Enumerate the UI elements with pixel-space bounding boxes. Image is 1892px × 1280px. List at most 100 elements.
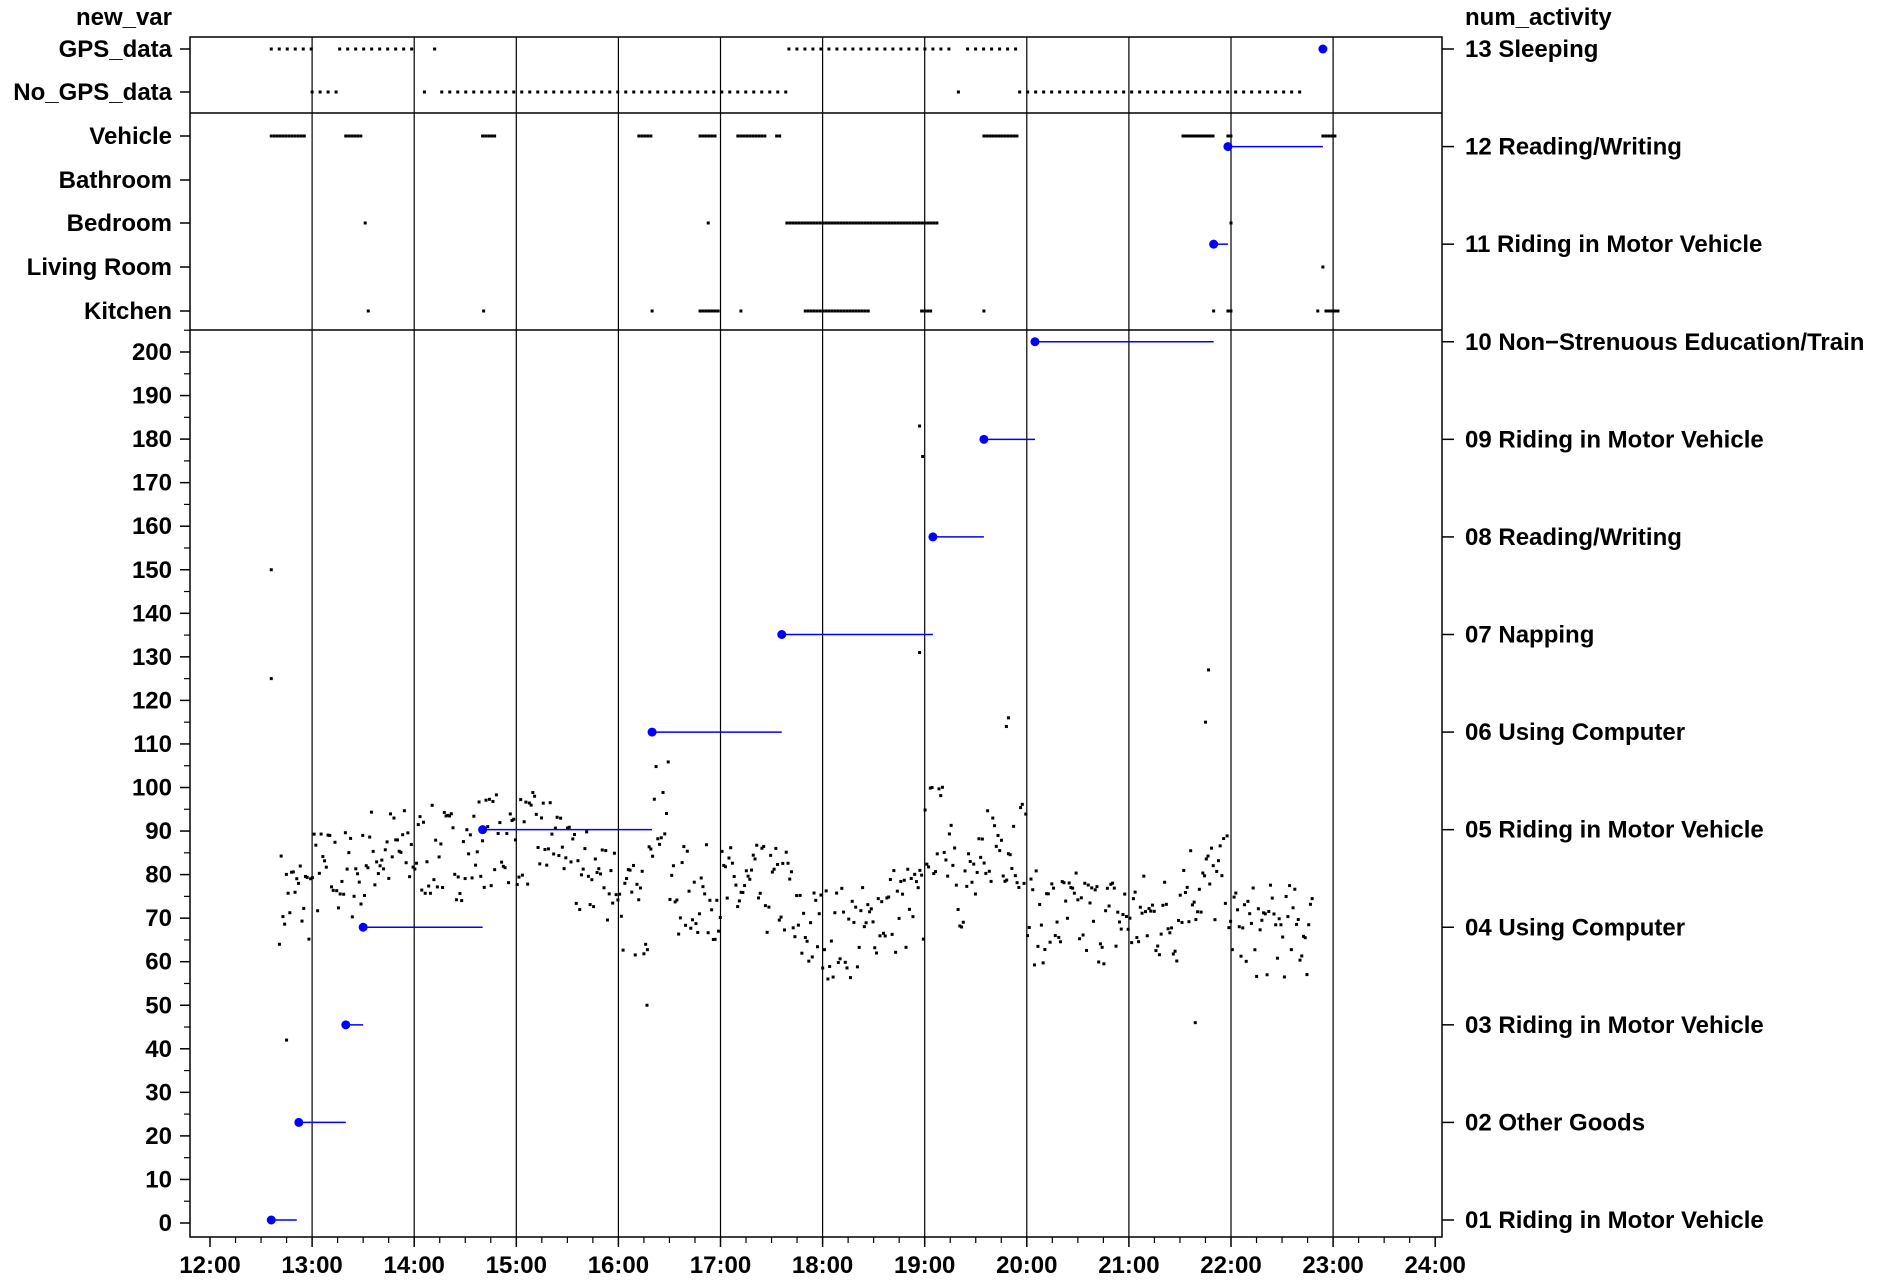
value-point <box>338 892 342 896</box>
activity-start-point <box>266 1215 276 1225</box>
x-tick-label: 24:00 <box>1405 1252 1466 1279</box>
category-mark <box>302 134 306 138</box>
category-mark <box>632 90 636 94</box>
x-tick-label: 14:00 <box>384 1252 445 1279</box>
y-tick-label: 170 <box>132 470 172 497</box>
category-mark <box>896 221 900 225</box>
value-point <box>1232 895 1236 899</box>
value-point <box>1194 918 1198 922</box>
value-point <box>1251 886 1255 890</box>
category-mark <box>1190 134 1194 138</box>
value-point <box>571 837 575 841</box>
category-mark <box>1274 90 1278 94</box>
value-point <box>291 870 295 874</box>
value-point <box>880 900 884 904</box>
category-mark <box>496 90 500 94</box>
category-mark <box>1066 90 1070 94</box>
category-mark <box>528 90 532 94</box>
category-mark <box>809 221 813 225</box>
value-point <box>1093 888 1097 892</box>
category-mark <box>1042 90 1046 94</box>
value-point <box>777 918 781 922</box>
value-point <box>805 939 809 943</box>
value-point <box>1303 936 1307 940</box>
value-point <box>394 838 398 842</box>
category-mark <box>1114 90 1118 94</box>
value-point <box>647 845 651 849</box>
value-point <box>428 891 432 895</box>
value-point <box>932 872 936 876</box>
category-mark <box>1266 90 1270 94</box>
category-mark <box>310 90 314 94</box>
category-mark <box>568 90 572 94</box>
value-point <box>314 843 318 847</box>
value-point <box>817 912 821 916</box>
category-mark <box>754 134 758 138</box>
value-point <box>1069 886 1073 890</box>
value-point <box>541 801 545 805</box>
value-point <box>833 911 837 915</box>
category-mark <box>863 221 867 225</box>
category-axis: GPS_data No_GPS_data Vehicle Bathroom Bedroo… <box>13 36 190 325</box>
value-point <box>408 875 412 879</box>
value-point <box>1140 911 1144 915</box>
value-point <box>293 890 297 894</box>
value-point <box>770 870 774 874</box>
value-point <box>845 966 849 970</box>
value-point <box>1060 880 1064 884</box>
category-mark <box>512 90 516 94</box>
value-point <box>972 862 976 866</box>
category-mark <box>285 47 289 51</box>
value-point <box>1157 953 1161 957</box>
category-mark <box>272 134 276 138</box>
value-point <box>1029 877 1033 881</box>
value-point <box>812 891 816 895</box>
category-mark <box>899 221 903 225</box>
value-point <box>329 885 333 889</box>
category-mark <box>860 221 864 225</box>
value-point <box>713 937 717 941</box>
value-point <box>1227 926 1231 930</box>
value-point <box>1289 948 1293 952</box>
value-point <box>1189 849 1193 853</box>
value-point <box>1279 923 1283 927</box>
category-mark <box>1336 309 1340 313</box>
value-point <box>1225 834 1229 838</box>
value-point <box>1058 940 1062 944</box>
value-point <box>644 942 648 946</box>
value-point <box>658 842 662 846</box>
value-point <box>1281 935 1285 939</box>
category-mark <box>1015 134 1019 138</box>
value-point <box>309 877 313 881</box>
value-point <box>489 884 493 888</box>
value-point <box>1255 974 1259 978</box>
y-tick-label: 40 <box>145 1036 172 1063</box>
value-point <box>711 938 715 942</box>
category-mark <box>860 309 864 313</box>
category-mark <box>584 90 588 94</box>
value-point <box>857 945 861 949</box>
value-point <box>1008 853 1012 857</box>
value-point <box>774 846 778 850</box>
category-mark <box>1034 90 1038 94</box>
category-mark <box>1090 90 1094 94</box>
value-point <box>1248 912 1252 916</box>
value-point <box>1178 893 1182 897</box>
value-point <box>890 932 894 936</box>
y-tick-label: 160 <box>132 513 172 540</box>
category-mark <box>493 134 497 138</box>
value-point <box>1192 900 1196 904</box>
value-point <box>361 833 365 837</box>
value-point <box>1039 923 1043 927</box>
value-point <box>720 849 724 853</box>
value-point <box>918 650 922 654</box>
value-point <box>826 977 830 981</box>
category-mark <box>1130 90 1134 94</box>
category-mark <box>902 221 906 225</box>
value-point <box>1027 926 1031 930</box>
category-mark <box>748 134 752 138</box>
category-mark <box>552 90 556 94</box>
category-mark <box>648 90 652 94</box>
category-mark <box>812 309 816 313</box>
category-mark <box>354 47 358 51</box>
